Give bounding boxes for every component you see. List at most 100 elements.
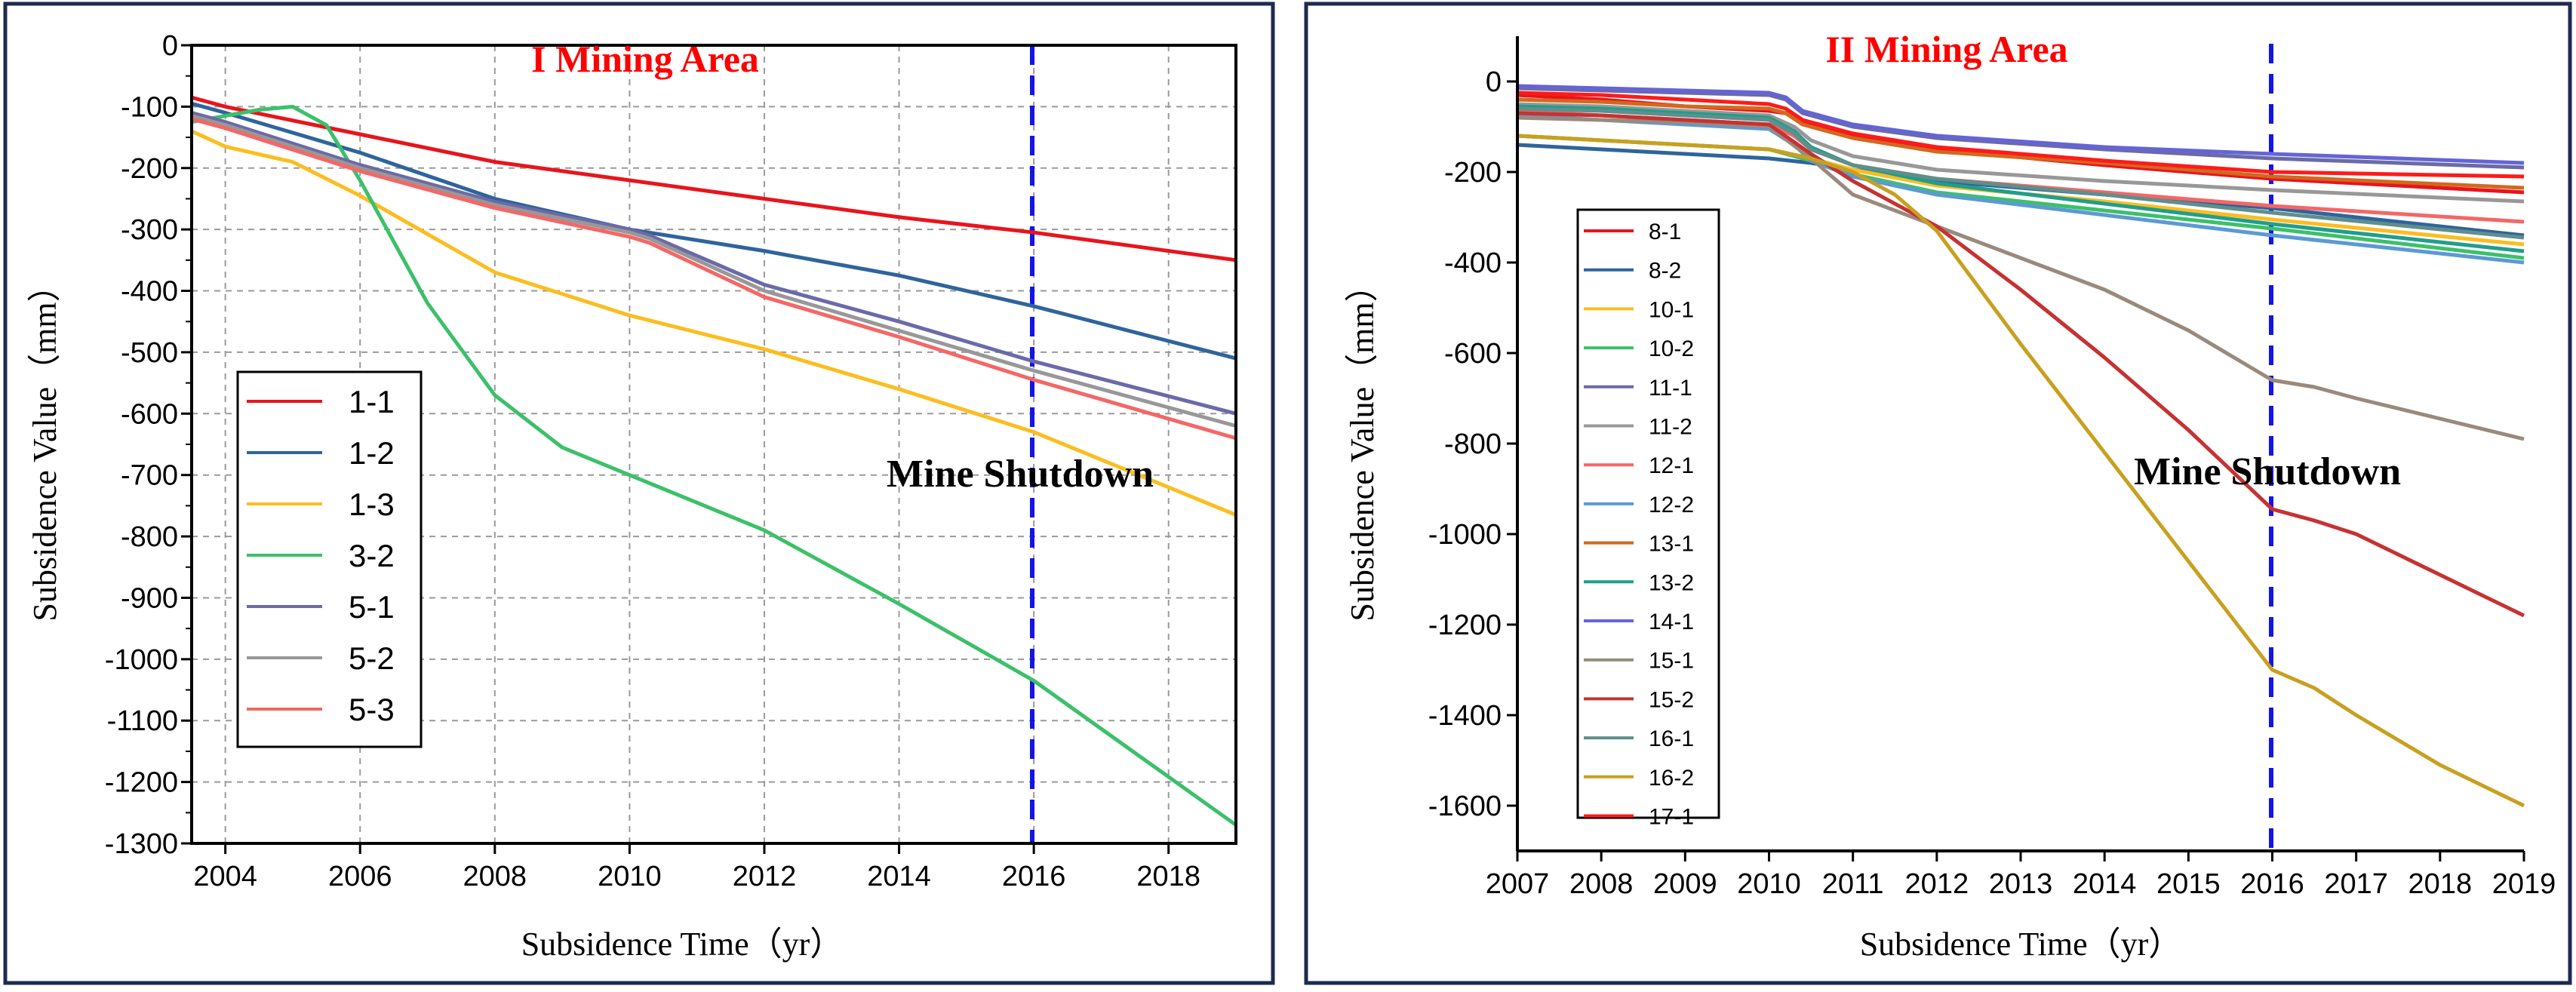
chart-1-y-ticks: 0 -100 -200 -300 -400 -500 -600 -700 -800 -900 -10…	[105, 30, 192, 860]
chart-2-x-tick-label: 2019	[2492, 868, 2556, 900]
chart-1-x-tick-label: 2012	[733, 861, 797, 892]
series-line-11-1	[1517, 86, 2525, 170]
legend-label-3-2: 3-2	[349, 538, 395, 573]
chart-1-y-tick-label: -1200	[105, 767, 178, 799]
chart-1-legend-box	[236, 370, 423, 748]
chart-2-y-axis-title: Subsidence Value（mm）	[1344, 269, 1381, 621]
chart-2-y-tick-label: -200	[1444, 157, 1502, 189]
chart-2-legend: 8-1 8-2 10-1 10-2 11-1 11-2 12-1 12-2 13-1 13-2 14…	[1576, 208, 1720, 830]
chart-1-series	[190, 95, 1237, 827]
chart-2-x-tick-label: 2011	[1822, 868, 1884, 900]
legend-label-15-2: 15-2	[1649, 687, 1694, 712]
chart-2-y-ticks: 0 -200 -400 -600 -800 -1000 -1200 -1400 -1600	[1428, 66, 1517, 822]
chart-2-y-tick-label: -600	[1444, 338, 1502, 370]
series-line-11-2	[1517, 102, 2525, 204]
legend-label-16-2: 16-2	[1649, 766, 1694, 791]
series-line-13-1	[1517, 97, 2525, 190]
chart-2: 2007 2008 2009 2010 2011 2012 2013 2014 2015 2016…	[1344, 28, 2556, 963]
chart-2-y-tick-label: -1000	[1428, 519, 1502, 551]
legend-label-13-1: 13-1	[1649, 532, 1694, 557]
chart-1-y-axis-title: Subsidence Value（mm）	[26, 269, 63, 621]
chart-1-x-tick-label: 2016	[1002, 861, 1066, 892]
chart-1-x-tick-label: 2004	[193, 861, 257, 892]
chart-1-x-tick-label: 2018	[1136, 861, 1200, 892]
chart-2-x-tick-label: 2015	[2156, 868, 2221, 900]
chart-1-y-tick-label: 0	[162, 30, 178, 62]
legend-label-1-2: 1-2	[349, 435, 395, 471]
chart-2-y-tick-label: -1400	[1428, 700, 1502, 732]
legend-label-14-1: 14-1	[1649, 610, 1694, 634]
chart-1-y-tick-label: -1100	[107, 705, 178, 737]
chart-2-y-tick-label: -1200	[1428, 610, 1502, 641]
chart-1-x-tick-label: 2006	[328, 861, 392, 892]
chart-2-x-tick-label: 2013	[1989, 868, 2053, 900]
legend-label-11-2: 11-2	[1649, 415, 1692, 440]
series-line-17-1	[1517, 91, 2525, 179]
chart-2-y-tick-label: -400	[1444, 247, 1502, 279]
chart-2-x-tick-label: 2010	[1737, 868, 1801, 900]
chart-1-x-ticks: 2004 2006 2008 2010 2012 2014 2016 2018	[193, 843, 1200, 892]
chart-2-x-tick-label: 2007	[1486, 868, 1550, 900]
chart-1-x-tick-label: 2010	[598, 861, 662, 892]
chart-1-y-tick-label: -900	[121, 582, 178, 614]
series-line-15-2	[1517, 111, 2525, 618]
legend-label-11-1: 11-1	[1649, 376, 1692, 401]
chart-1-x-tick-label: 2014	[867, 861, 931, 892]
chart-2-x-tick-label: 2018	[2408, 868, 2473, 900]
chart-1-y-tick-label: -400	[121, 276, 178, 308]
chart-2-x-tick-label: 2016	[2240, 868, 2304, 900]
series-line-1-3	[190, 129, 1237, 517]
series-line-15-1	[1517, 115, 2525, 441]
series-line-16-1	[1517, 106, 2525, 240]
legend-label-5-3: 5-3	[349, 692, 395, 727]
chart-2-x-tick-label: 2012	[1905, 868, 1969, 900]
legend-label-8-1: 8-1	[1649, 220, 1681, 244]
chart-2-series	[1517, 84, 2525, 808]
chart-2-shutdown-label: Mine Shutdown	[2134, 450, 2401, 493]
legend-label-10-1: 10-1	[1649, 297, 1694, 322]
chart-1-x-tick-label: 2008	[463, 861, 527, 892]
series-line-14-1	[1517, 84, 2525, 165]
legend-label-12-1: 12-1	[1649, 453, 1694, 478]
chart-2-x-tick-label: 2014	[2073, 868, 2137, 900]
legend-label-10-2: 10-2	[1649, 336, 1694, 361]
series-line-16-2	[1517, 134, 2525, 808]
legend-label-8-2: 8-2	[1649, 259, 1681, 284]
chart-1-y-tick-label: -200	[121, 153, 178, 185]
chart-1: 2004 2006 2008 2010 2012 2014 2016 2018 0 -100 -2…	[26, 30, 1237, 963]
chart-2-y-tick-label: -1600	[1428, 791, 1502, 822]
legend-label-17-1: 17-1	[1649, 805, 1694, 830]
chart-1-shutdown-label: Mine Shutdown	[887, 453, 1154, 496]
legend-label-15-1: 15-1	[1649, 649, 1694, 674]
chart-2-legend-box	[1576, 208, 1720, 819]
legend-label-16-1: 16-1	[1649, 726, 1694, 751]
legend-label-13-2: 13-2	[1649, 570, 1694, 595]
chart-2-title: II Mining Area	[1825, 28, 2067, 70]
chart-1-y-tick-label: -100	[121, 91, 178, 123]
series-line-3-2	[191, 104, 1237, 827]
chart-1-x-axis-title: Subsidence Time（yr）	[521, 926, 844, 963]
chart-1-y-tick-label: -500	[121, 337, 178, 369]
chart-2-y-tick-label: -800	[1444, 428, 1502, 460]
chart-2-x-tick-label: 2008	[1569, 868, 1634, 900]
chart-1-title: I Mining Area	[531, 38, 759, 80]
series-line-1-1	[191, 95, 1237, 263]
chart-1-y-tick-label: -600	[121, 398, 178, 430]
series-line-5-3	[191, 117, 1237, 441]
legend-label-1-3: 1-3	[349, 487, 395, 522]
chart-2-x-axis-title: Subsidence Time（yr）	[1860, 926, 2182, 963]
chart-2-x-ticks: 2007 2008 2009 2010 2011 2012 2013 2014 2015 2016…	[1486, 851, 2556, 900]
panel-1-frame	[3, 2, 1275, 985]
series-line-5-1	[191, 111, 1237, 416]
chart-1-legend-items: 1-1 1-2 1-3 3-2 5-1 5-2 5-3	[247, 384, 395, 727]
chart-2-x-tick-label: 2017	[2324, 868, 2388, 900]
legend-label-12-2: 12-2	[1649, 493, 1694, 517]
chart-1-y-tick-label: -700	[121, 460, 178, 492]
chart-2-y-tick-label: 0	[1486, 66, 1502, 98]
chart-1-y-tick-label: -300	[121, 214, 178, 246]
chart-1-y-tick-label: -800	[121, 521, 178, 553]
chart-1-legend: 1-1 1-2 1-3 3-2 5-1 5-2 5-3	[236, 370, 423, 748]
legend-label-1-1: 1-1	[349, 384, 395, 419]
chart-2-legend-items: 8-1 8-2 10-1 10-2 11-1 11-2 12-1 12-2 13-1 13-2 14…	[1584, 220, 1694, 830]
